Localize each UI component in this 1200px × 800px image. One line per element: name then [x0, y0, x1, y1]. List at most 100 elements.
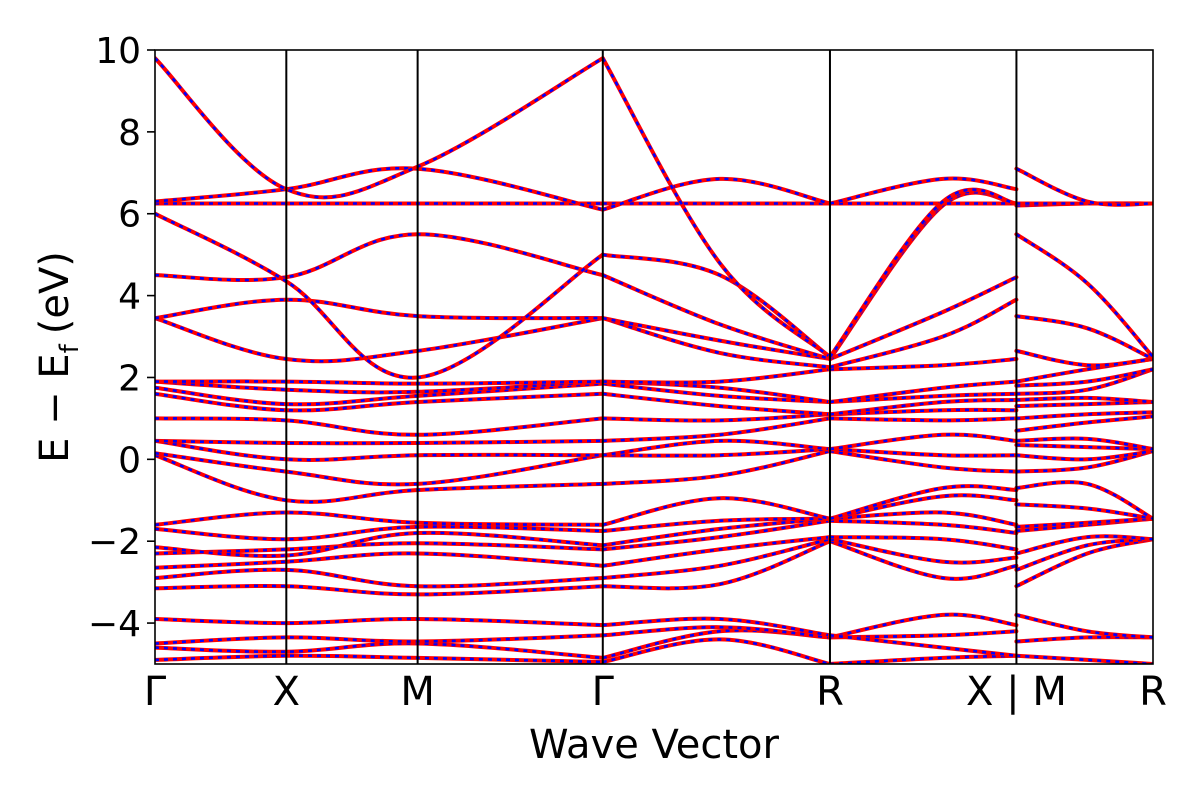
band-line-solid [155, 391, 605, 413]
band-line-dashed [602, 629, 831, 660]
band-line-solid [828, 510, 1019, 527]
band-line-dashed [602, 449, 831, 486]
band-line-dashed [602, 537, 831, 580]
band-line-solid [828, 518, 1019, 535]
band-line-solid [155, 524, 605, 542]
band-line-dashed [829, 537, 1017, 564]
band-line-solid [155, 583, 605, 597]
band-line-solid [155, 633, 605, 646]
y-tick-label: 2 [118, 358, 141, 399]
band-line-dashed [1016, 349, 1153, 367]
band-line-solid [828, 535, 1019, 552]
band-line-dashed [1015, 537, 1153, 588]
band-line-solid [155, 381, 605, 407]
band-line-solid [828, 379, 1019, 404]
band-line-solid [155, 616, 605, 628]
band-line-dashed [602, 519, 831, 551]
band-line-solid [828, 449, 1019, 474]
band-line-solid [155, 379, 605, 386]
band-line-dashed [829, 613, 1017, 639]
kpoint-label: X [273, 669, 300, 715]
band-line-solid [155, 641, 605, 660]
y-tick-label: −4 [88, 604, 141, 645]
band-line-dashed [1015, 167, 1153, 207]
band-line-dashed [155, 57, 604, 199]
y-axis-title-subscript: f [55, 343, 85, 353]
band-line-solid [828, 357, 1019, 372]
band-line-dashed [155, 166, 604, 211]
band-line-dashed [829, 484, 1017, 520]
band-line-dashed [602, 316, 831, 361]
band-line-dashed [602, 382, 831, 404]
band-line-dashed [602, 413, 831, 422]
band-line-dashed [829, 539, 1017, 581]
band-line-solid [155, 379, 605, 395]
y-axis-title-unit: (eV) [32, 251, 78, 334]
band-line-dashed [1016, 613, 1153, 639]
band-line-solid [1014, 502, 1153, 521]
band-line-dashed [602, 392, 831, 416]
band-line-dashed [1016, 314, 1153, 361]
band-line-dashed [1015, 233, 1153, 358]
band-line-dashed [828, 188, 1017, 358]
kpoint-label: M [400, 669, 435, 715]
band-line-solid [155, 510, 605, 527]
band-line-dashed [602, 439, 831, 457]
band-line-dashed [602, 517, 831, 547]
band-line-dashed [829, 493, 1017, 520]
band-line-dashed [602, 535, 831, 568]
band-line-dashed [155, 453, 603, 504]
band-line-dashed [602, 625, 831, 639]
band-line-dashed [602, 273, 831, 361]
band-line-dashed [1016, 534, 1153, 555]
band-line-dashed [155, 212, 604, 379]
y-tick-label: 10 [95, 31, 141, 72]
band-line-solid [1014, 367, 1153, 396]
band-line-solid [828, 447, 1019, 458]
band-line-solid [155, 567, 605, 589]
kpoint-lines [285, 50, 1018, 664]
kpoint-label: Γ [592, 669, 615, 715]
band-line-solid [1014, 410, 1153, 421]
y-tick-label: 0 [118, 440, 141, 481]
band-line-solid [1014, 395, 1153, 404]
band-line-dashed [602, 316, 831, 369]
band-line-solid [1014, 653, 1153, 664]
x-axis-title: Wave Vector [529, 722, 780, 768]
kpoint-label: X | M [966, 669, 1067, 715]
bands-layer [155, 56, 1153, 664]
band-line-solid [155, 551, 605, 570]
band-line-dashed [601, 57, 831, 358]
band-line-solid [828, 398, 1019, 417]
band-line-dashed [155, 316, 604, 363]
band-line-solid [155, 653, 605, 664]
band-line-dashed [1016, 480, 1153, 520]
y-axis-title-main: E − E [32, 353, 78, 463]
band-line-solid [155, 438, 605, 446]
kpoint-label: Γ [144, 669, 167, 715]
y-tick-label: 8 [118, 113, 141, 154]
y-axis-ticks: −4 −2 0 2 4 6 8 10 [88, 31, 155, 645]
band-line-dashed [602, 517, 831, 533]
kpoint-label: R [816, 669, 844, 715]
band-line-solid [155, 416, 605, 437]
band-line-solid [155, 438, 605, 462]
band-line-solid [1014, 367, 1153, 388]
band-line-dashed [602, 368, 831, 384]
band-line-dashed [602, 417, 831, 443]
plot-frame [154, 49, 1154, 665]
band-line-solid [1014, 443, 1153, 452]
band-line-solid [828, 653, 1019, 664]
band-line-solid [1014, 414, 1153, 433]
band-line-solid [155, 530, 605, 558]
band-line-solid [828, 633, 1019, 658]
band-line-solid [828, 416, 1019, 423]
band-line-dashed [155, 232, 604, 282]
band-line-dashed [602, 539, 831, 590]
band-line-dashed [602, 496, 831, 527]
kpoint-label: R [1139, 669, 1167, 715]
y-axis-title: E − Ef (eV) [32, 251, 85, 463]
band-line-dashed [829, 177, 1017, 205]
band-line-dashed [829, 276, 1017, 361]
